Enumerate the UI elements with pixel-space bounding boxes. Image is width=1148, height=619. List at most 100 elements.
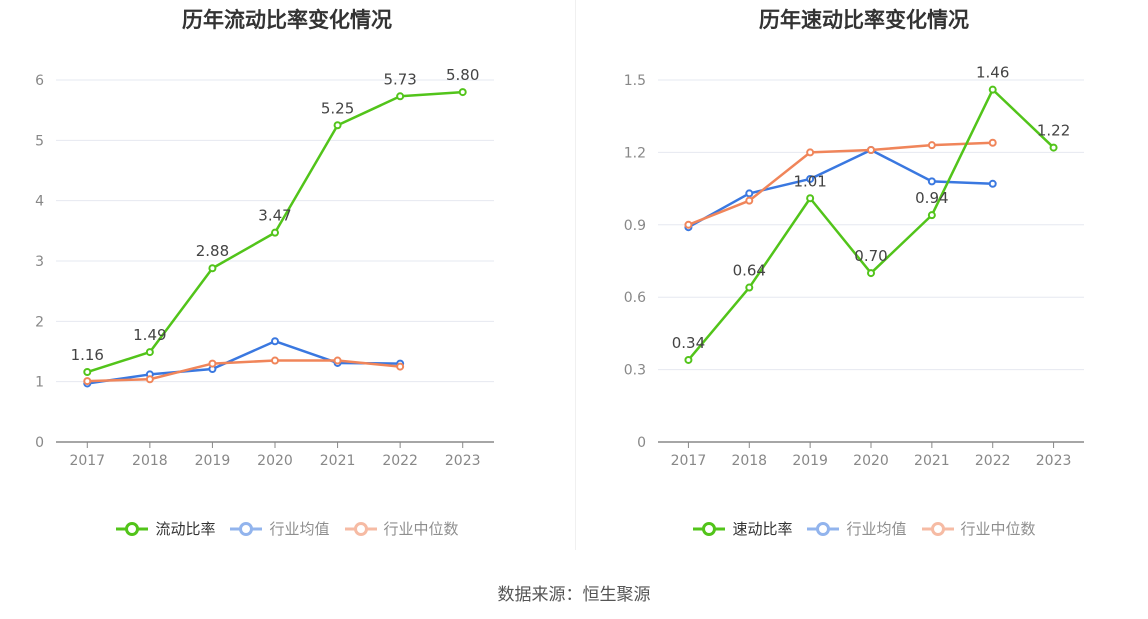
data-label: 1.01 [793,172,826,190]
x-tick-label: 2018 [731,453,767,469]
data-point[interactable] [867,269,875,278]
data-point[interactable] [83,377,92,386]
data-point[interactable] [271,337,279,346]
series-line-1 [87,339,401,385]
data-point[interactable] [208,359,217,368]
x-tick-label: 2022 [382,453,418,469]
data-point[interactable] [745,283,754,292]
data-point[interactable] [988,85,997,94]
data-point[interactable] [271,356,279,365]
x-tick-label: 2018 [132,453,168,469]
data-point[interactable] [927,211,936,220]
data-label: 3.47 [258,207,291,225]
series-line-2 [87,359,401,383]
legend-line-icon [344,521,377,536]
x-tick-label: 2017 [69,453,105,469]
data-label: 5.25 [321,99,354,117]
x-tick-label: 2023 [445,453,481,469]
data-point[interactable] [145,348,154,357]
legend-label: 行业均值 [846,520,907,538]
x-tick-label: 2019 [792,453,828,469]
data-point[interactable] [458,88,467,97]
data-label: 0.94 [915,189,948,207]
data-label: 1.49 [133,326,166,344]
x-tick-label: 2017 [671,453,707,469]
legend-item-industry-median[interactable]: 行业中位数 [344,518,459,539]
x-tick-label: 2023 [1036,453,1072,469]
chart-legend: 流动比率 行业均值 行业中位数 [0,518,574,539]
y-tick-label: 2 [35,314,44,330]
data-point[interactable] [927,177,936,186]
data-label: 1.16 [71,346,104,364]
data-point[interactable] [745,196,754,205]
legend-item-current-ratio[interactable]: 流动比率 [115,518,215,539]
legend-line-icon [921,521,954,536]
legend-item-industry-mean[interactable]: 行业均值 [806,518,907,539]
data-point[interactable] [806,148,815,157]
data-source-caption: 数据来源：恒生聚源 [497,585,651,605]
x-tick-label: 2021 [320,453,356,469]
data-point[interactable] [745,189,754,198]
y-tick-label: 3 [35,254,44,270]
data-label: 0.70 [854,247,887,265]
data-point[interactable] [684,355,693,364]
chart-panel-quick-ratio: 历年速动比率变化情况 0 0.3 0.6 0.9 1.2 1.5 2017 2018 2019 2… [577,0,1148,560]
data-label: 0.34 [672,334,705,352]
data-point[interactable] [271,228,279,237]
y-tick-label: 5 [35,133,44,149]
x-tick-label: 2019 [195,453,231,469]
chart-title: 历年速动比率变化情况 [759,8,969,32]
legend-label: 速动比率 [732,520,793,538]
data-point[interactable] [988,138,997,147]
data-point[interactable] [988,179,997,188]
data-point[interactable] [83,368,92,377]
legend-label: 行业中位数 [960,520,1036,538]
y-tick-label: 0.6 [624,290,646,306]
data-point[interactable] [684,220,693,229]
y-tick-label: 1.5 [624,73,646,89]
data-point[interactable] [396,92,405,101]
data-label: 1.46 [976,64,1009,82]
line-chart-quick-ratio: 0 0.3 0.6 0.9 1.2 1.5 2017 2018 2019 2020 2021 2022… [624,64,1084,469]
legend-item-industry-mean[interactable]: 行业均值 [229,518,330,539]
legend-label: 行业中位数 [383,520,459,538]
legend-label: 流动比率 [155,520,216,538]
x-tick-label: 2022 [975,453,1011,469]
data-point[interactable] [145,375,154,384]
data-label: 5.73 [383,70,416,88]
legend-label: 行业均值 [269,520,330,538]
y-tick-label: 4 [35,194,44,210]
y-tick-label: 0 [637,435,646,451]
data-point[interactable] [806,194,815,203]
data-label: 1.22 [1037,122,1070,140]
data-point[interactable] [867,145,875,154]
y-tick-label: 0 [35,435,44,451]
legend-line-icon [230,521,263,536]
data-point[interactable] [927,141,936,150]
data-point[interactable] [208,264,217,273]
chart-legend: 速动比率 行业均值 行业中位数 [577,518,1148,539]
legend-item-industry-median[interactable]: 行业中位数 [921,518,1036,539]
y-tick-label: 1.2 [624,145,646,161]
data-point[interactable] [333,356,342,365]
data-point[interactable] [396,362,405,371]
data-label: 0.64 [733,262,766,280]
y-tick-label: 0.9 [624,218,646,234]
y-tick-label: 0.3 [624,363,646,379]
chart-title: 历年流动比率变化情况 [182,8,392,32]
y-tick-label: 6 [35,73,44,89]
x-tick-label: 2021 [914,453,950,469]
line-chart-current-ratio: 0 1 2 3 4 5 6 2017 2018 2019 2020 2021 2022 2023 1.16 1… [35,66,494,469]
data-point[interactable] [1049,143,1058,152]
legend-line-icon [693,521,726,536]
legend-item-quick-ratio[interactable]: 速动比率 [692,518,792,539]
data-label: 2.88 [196,242,229,260]
x-tick-label: 2020 [853,453,889,469]
legend-line-icon [807,521,840,536]
legend-line-icon [116,521,149,536]
data-point[interactable] [333,121,342,130]
panel-divider [575,0,576,550]
data-point[interactable] [806,174,815,183]
data-label: 5.80 [446,66,479,84]
y-tick-label: 1 [35,375,44,391]
